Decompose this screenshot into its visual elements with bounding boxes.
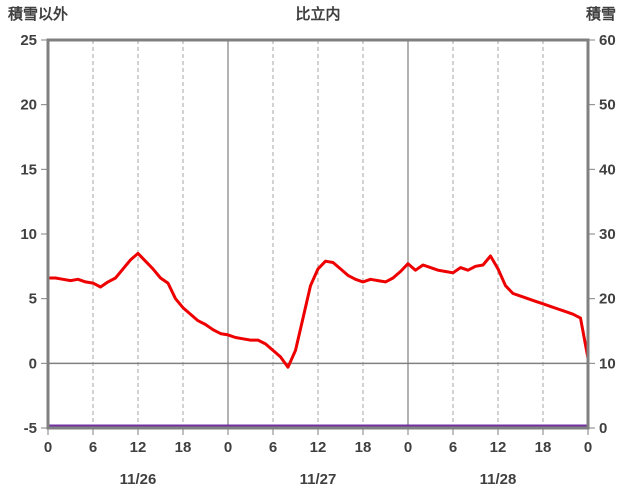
left-axis-title: 積雪以外 — [7, 5, 68, 23]
left-axis-tick-label: 0 — [29, 355, 37, 372]
non-snow-series-line — [46, 251, 590, 369]
date-label: 11/27 — [300, 471, 337, 488]
x-axis-tick-label: 18 — [535, 439, 552, 456]
date-label: 11/28 — [480, 471, 517, 488]
left-axis-tick-label: 15 — [20, 161, 37, 178]
left-axis-tick-label: 20 — [20, 97, 37, 114]
date-label: 11/26 — [120, 471, 157, 488]
right-axis-tick-label: 60 — [599, 32, 616, 49]
x-axis-tick-label: 6 — [89, 439, 97, 456]
x-axis-tick-label: 12 — [130, 439, 147, 456]
left-axis-tick-label: 5 — [29, 291, 37, 308]
x-axis-tick-label: 0 — [224, 439, 232, 456]
right-axis-tick-label: 50 — [599, 97, 616, 114]
series-layer — [46, 251, 590, 428]
x-axis-tick-label: 18 — [355, 439, 372, 456]
gridlines-layer — [48, 40, 588, 428]
x-axis-tick-label: 12 — [310, 439, 327, 456]
right-axis-tick-label: 40 — [599, 161, 616, 178]
x-axis-tick-label: 6 — [449, 439, 457, 456]
x-axis-tick-label: 0 — [584, 439, 592, 456]
x-axis-tick-label: 12 — [490, 439, 507, 456]
left-axis-tick-label: -5 — [24, 420, 37, 437]
x-axis-tick-label: 6 — [269, 439, 277, 456]
right-axis-tick-label: 10 — [599, 355, 616, 372]
right-axis-tick-label: 0 — [599, 420, 607, 437]
plot-border — [46, 38, 590, 430]
x-axis-tick-label: 0 — [44, 439, 52, 456]
left-axis-tick-label: 25 — [20, 32, 37, 49]
right-axis-title: 積雪 — [585, 5, 616, 23]
axis-ticks-layer — [41, 39, 595, 435]
x-axis-tick-label: 0 — [404, 439, 412, 456]
right-axis-tick-label: 30 — [599, 226, 616, 243]
chart-title: 比立内 — [295, 5, 340, 23]
x-axis-tick-label: 18 — [175, 439, 192, 456]
left-axis-tick-label: 10 — [20, 226, 37, 243]
right-axis-tick-label: 20 — [599, 291, 616, 308]
